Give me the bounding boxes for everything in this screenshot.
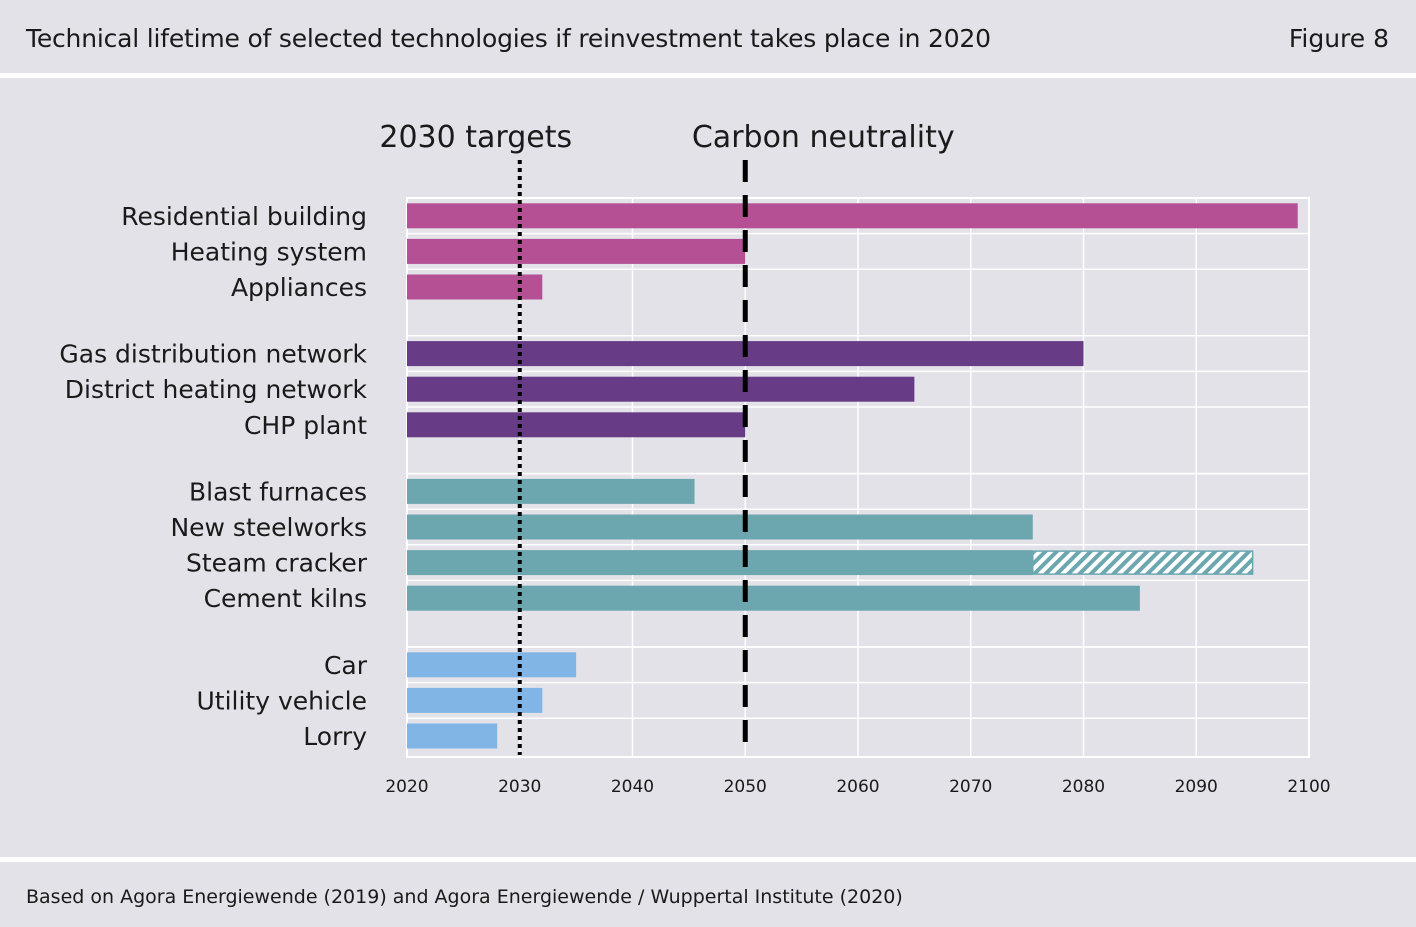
- header-divider: [0, 73, 1416, 78]
- bar-new-steelworks: [407, 514, 1033, 540]
- bar-heating-system: [407, 238, 746, 264]
- category-label-chp-plant: CHP plant: [244, 411, 367, 440]
- category-label-cement-kilns: Cement kilns: [204, 584, 367, 613]
- x-tick-label: 2030: [498, 777, 541, 797]
- category-label-residential-building: Residential building: [121, 202, 367, 231]
- figure-number: Figure 8: [1288, 24, 1389, 53]
- category-label-new-steelworks: New steelworks: [170, 513, 367, 542]
- x-tick-label: 2090: [1175, 777, 1218, 797]
- bar-lorry: [407, 723, 498, 749]
- bars: [407, 203, 1298, 749]
- bar-car: [407, 652, 577, 678]
- category-label-blast-furnaces: Blast furnaces: [189, 477, 367, 506]
- category-label-utility-vehicle: Utility vehicle: [196, 686, 367, 715]
- bar-steam-cracker: [407, 550, 1033, 576]
- reference-label-2030-targets: 2030 targets: [379, 120, 572, 155]
- category-label-appliances: Appliances: [231, 273, 367, 302]
- x-tick-label: 2100: [1287, 777, 1330, 797]
- figure-title: Technical lifetime of selected technolog…: [26, 24, 991, 53]
- category-label-heating-system: Heating system: [171, 237, 367, 266]
- header: Technical lifetime of selected technolog…: [0, 0, 1416, 74]
- category-label-lorry: Lorry: [303, 722, 367, 751]
- footer-divider: [0, 857, 1416, 862]
- bar-chp-plant: [407, 412, 746, 438]
- bar-appliances: [407, 274, 543, 300]
- category-label-car: Car: [324, 651, 368, 680]
- bar-cement-kilns: [407, 585, 1140, 611]
- x-tick-label: 2040: [611, 777, 654, 797]
- reference-lines: 2030 targets Carbon neutrality: [379, 120, 955, 755]
- bar-extension-steam-cracker: [1032, 550, 1254, 575]
- bar-utility-vehicle: [407, 687, 543, 713]
- x-axis-ticks: 2020 2030 2040 2050 2060 2070 2080 2090 2100: [385, 777, 1330, 797]
- source-note: Based on Agora Energiewende (2019) and A…: [26, 886, 903, 908]
- bar-residential-building: [407, 203, 1298, 229]
- category-label-district-heating-network: District heating network: [65, 375, 368, 404]
- category-label-steam-cracker: Steam cracker: [186, 549, 368, 578]
- reference-label-carbon-neutrality: Carbon neutrality: [692, 120, 955, 155]
- x-tick-label: 2050: [724, 777, 767, 797]
- lifetime-bar-chart: 2030 targets Carbon neutrality Residentia…: [59, 120, 1330, 797]
- x-tick-label: 2070: [949, 777, 992, 797]
- x-tick-label: 2060: [836, 777, 879, 797]
- category-label-gas-distribution-network: Gas distribution network: [59, 340, 367, 369]
- bar-district-heating-network: [407, 376, 915, 402]
- category-labels: Residential building Heating system Applia…: [59, 202, 367, 751]
- x-tick-label: 2020: [385, 777, 428, 797]
- bar-blast-furnaces: [407, 478, 695, 504]
- x-tick-label: 2080: [1062, 777, 1105, 797]
